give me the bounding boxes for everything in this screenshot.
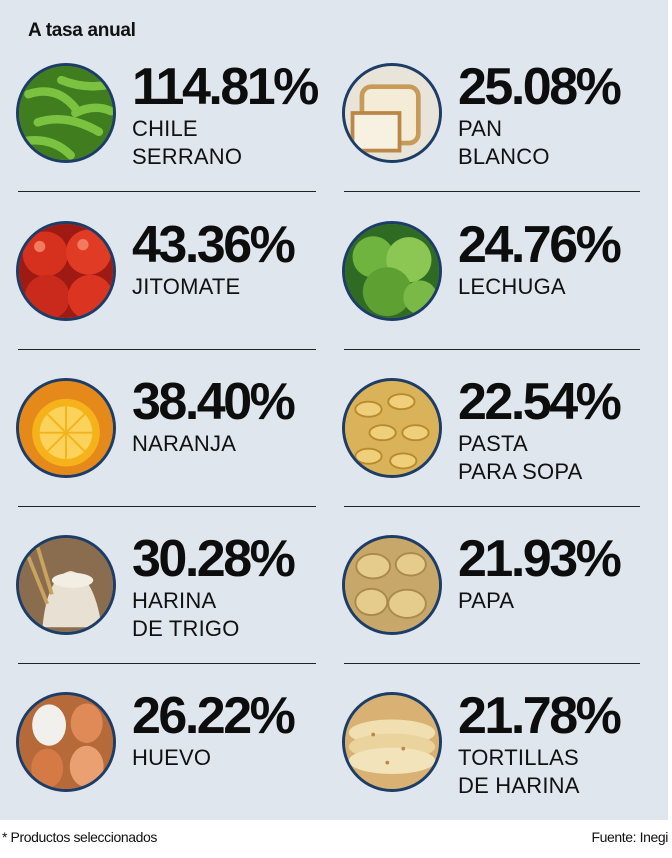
row-divider: [18, 191, 316, 192]
product-item: 43.36% JITOMATE: [16, 216, 336, 351]
product-label-line: LECHUGA: [458, 274, 566, 299]
tortillas-photo: [342, 692, 442, 792]
row-divider: [344, 349, 640, 350]
infographic-panel: A tasa anual 114.81% CHILE SERRANO 25.08% P…: [0, 0, 668, 820]
papa-photo: [342, 535, 442, 635]
product-label-line: DE HARINA: [458, 773, 580, 798]
product-item: 24.76% LECHUGA: [342, 216, 662, 351]
product-label-line: HUEVO: [132, 745, 212, 770]
naranja-photo: [16, 378, 116, 478]
percent-value: 30.28%: [132, 530, 296, 588]
product-label: JITOMATE: [132, 273, 240, 301]
lechuga-photo: [342, 221, 442, 321]
row-divider: [344, 506, 640, 507]
row-divider: [18, 349, 316, 350]
product-item: 22.54% PASTA PARA SOPA: [342, 373, 662, 508]
product-item: 30.28% HARINA DE TRIGO: [16, 530, 336, 665]
percent-value: 22.54%: [458, 373, 622, 431]
product-label-line: CHILE: [132, 116, 198, 141]
product-label: PAN BLANCO: [458, 115, 550, 171]
product-label: TORTILLAS DE HARINA: [458, 744, 580, 800]
product-label: PASTA PARA SOPA: [458, 430, 582, 486]
percent-value: 21.78%: [458, 687, 622, 745]
product-item: 21.93% PAPA: [342, 530, 662, 665]
product-item: 114.81% CHILE SERRANO: [16, 58, 336, 193]
jitomate-photo: [16, 221, 116, 321]
chile-serrano-photo: [16, 63, 116, 163]
product-label-line: TORTILLAS: [458, 745, 579, 770]
product-label-line: BLANCO: [458, 144, 550, 169]
harina-photo: [16, 535, 116, 635]
product-label-line: PAN: [458, 116, 503, 141]
row-divider: [344, 191, 640, 192]
percent-value: 26.22%: [132, 687, 296, 745]
footnote: * Productos seleccionados: [2, 829, 157, 845]
product-label: HARINA DE TRIGO: [132, 587, 240, 643]
huevo-photo: [16, 692, 116, 792]
product-label-line: NARANJA: [132, 431, 237, 456]
section-heading: A tasa anual: [28, 20, 136, 41]
product-label-line: PAPA: [458, 588, 515, 613]
product-label-line: PASTA: [458, 431, 528, 456]
percent-value: 38.40%: [132, 373, 296, 431]
product-label: NARANJA: [132, 430, 236, 458]
product-item: 38.40% NARANJA: [16, 373, 336, 508]
product-label: PAPA: [458, 587, 514, 615]
row-divider: [18, 506, 316, 507]
product-label-line: PARA SOPA: [458, 459, 583, 484]
row-divider: [344, 663, 640, 664]
product-item: 21.78% TORTILLAS DE HARINA: [342, 687, 662, 822]
product-label: CHILE SERRANO: [132, 115, 242, 171]
pasta-photo: [342, 378, 442, 478]
product-item: 25.08% PAN BLANCO: [342, 58, 662, 193]
product-label-line: DE TRIGO: [132, 616, 240, 641]
row-divider: [18, 663, 316, 664]
product-label: LECHUGA: [458, 273, 566, 301]
product-item: 26.22% HUEVO: [16, 687, 336, 822]
percent-value: 25.08%: [458, 58, 622, 116]
percent-value: 43.36%: [132, 216, 296, 274]
percent-value: 114.81%: [132, 58, 319, 116]
source-note: Fuente: Inegi: [591, 829, 668, 845]
product-label-line: SERRANO: [132, 144, 243, 169]
percent-value: 21.93%: [458, 530, 622, 588]
product-label-line: JITOMATE: [132, 274, 241, 299]
product-label: HUEVO: [132, 744, 211, 772]
percent-value: 24.76%: [458, 216, 622, 274]
pan-blanco-photo: [342, 63, 442, 163]
product-label-line: HARINA: [132, 588, 217, 613]
